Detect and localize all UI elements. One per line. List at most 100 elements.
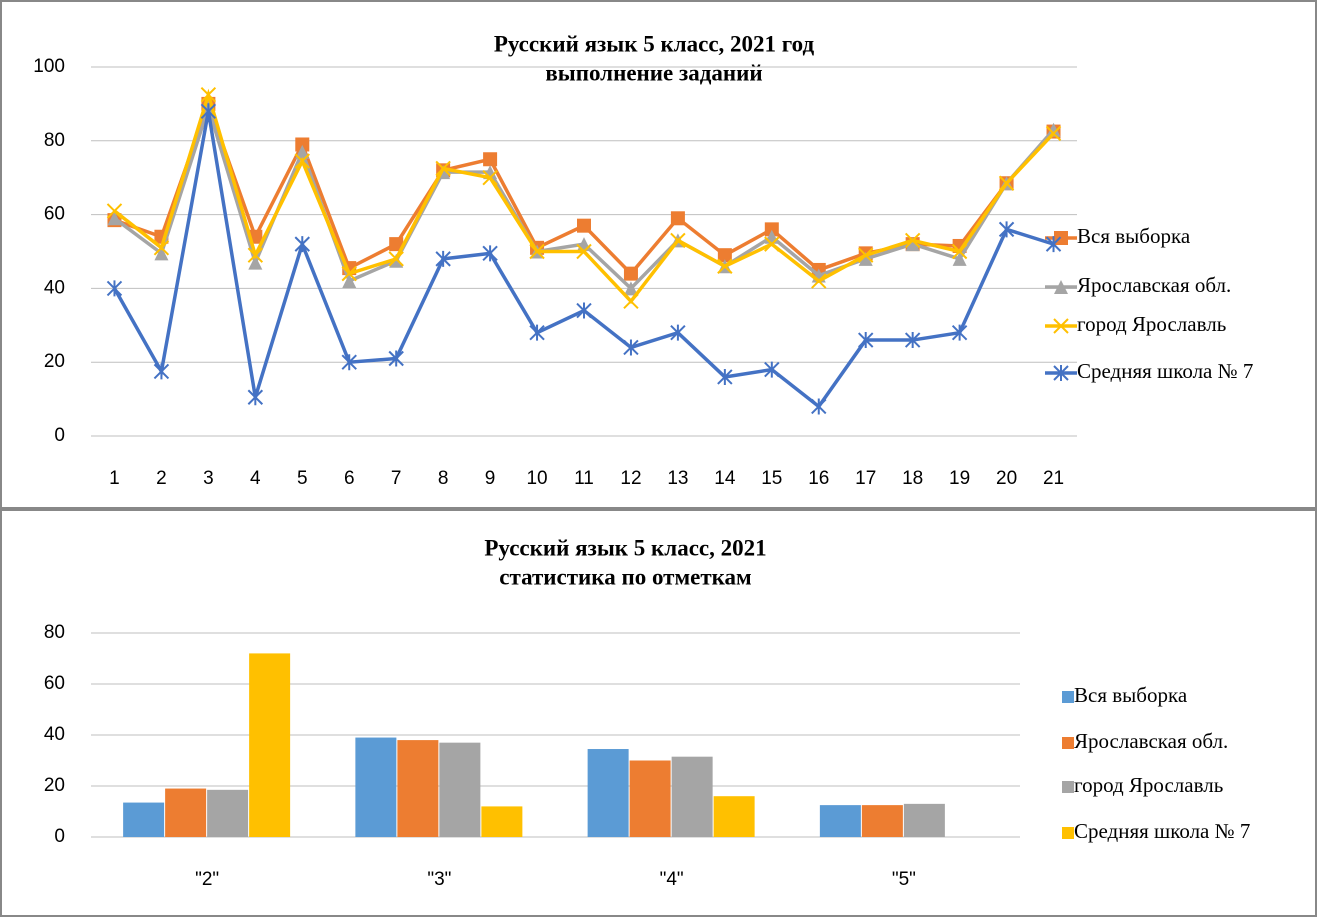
x-tick-label: 20 (996, 468, 1017, 489)
bar (355, 737, 397, 837)
marker (295, 137, 310, 152)
marker (576, 243, 592, 260)
legend-label: Ярославская обл. (1077, 273, 1231, 297)
marker (623, 339, 639, 356)
y-tick-label: 80 (44, 130, 65, 151)
x-tick-label: 2 (156, 468, 167, 489)
y-tick-label: 0 (54, 826, 65, 847)
x-tick-label: "4" (660, 869, 684, 890)
bar (903, 803, 945, 837)
legend-swatch (1062, 827, 1074, 839)
y-tick-label: 80 (44, 622, 65, 643)
chart-subtitle: статистика по отметкам (499, 564, 751, 589)
marker (342, 274, 357, 289)
marker (577, 218, 591, 233)
bar (249, 653, 291, 837)
marker (951, 243, 968, 260)
legend-label: Средняя школа № 7 (1074, 819, 1250, 843)
x-tick-label: 9 (485, 468, 496, 489)
marker (1045, 236, 1062, 253)
y-tick-label: 40 (44, 277, 65, 298)
legend-label: Вся выборка (1077, 224, 1191, 248)
x-tick-label: 12 (620, 468, 641, 489)
chart-subtitle: выполнение заданий (545, 60, 762, 85)
marker (670, 232, 686, 249)
y-tick-label: 0 (54, 425, 65, 446)
marker (998, 175, 1015, 191)
x-tick-label: 3 (203, 468, 214, 489)
marker (153, 363, 170, 380)
marker (905, 237, 920, 252)
bar (587, 749, 629, 837)
marker (670, 324, 686, 341)
bar (439, 742, 481, 837)
bar (165, 788, 207, 837)
y-tick-label: 20 (44, 351, 65, 372)
marker (341, 265, 357, 282)
legend-label: Вся выборка (1074, 683, 1188, 707)
marker (998, 221, 1015, 238)
marker (341, 354, 357, 371)
x-tick-label: 21 (1043, 468, 1064, 489)
marker (717, 368, 733, 385)
legend-label: Средняя школа № 7 (1077, 359, 1253, 383)
marker (483, 152, 498, 167)
x-tick-label: 7 (391, 468, 402, 489)
legend-swatch (1062, 737, 1074, 749)
y-tick-label: 20 (44, 775, 65, 796)
marker (388, 251, 404, 267)
marker (858, 247, 874, 263)
marker (717, 248, 732, 263)
marker (107, 211, 122, 226)
x-tick-label: 14 (714, 468, 736, 489)
marker (1046, 122, 1061, 137)
marker (904, 232, 921, 249)
legend-marker (1054, 280, 1068, 294)
marker (764, 361, 780, 378)
bar (207, 789, 249, 837)
x-tick-label: 18 (902, 468, 923, 489)
marker (623, 281, 638, 296)
marker (295, 144, 310, 159)
x-tick-label: 19 (949, 468, 970, 489)
marker (388, 350, 404, 367)
x-tick-label: 10 (526, 468, 547, 489)
marker (858, 251, 873, 266)
legend-marker (1053, 365, 1069, 381)
bar (819, 805, 861, 837)
marker (106, 203, 123, 219)
legend-swatch (1062, 781, 1074, 793)
chart-frame (0, 509, 1317, 917)
marker (764, 222, 779, 237)
marker (389, 237, 404, 252)
line (113, 88, 1055, 305)
marker (482, 169, 498, 186)
y-tick-label: 100 (33, 56, 65, 77)
marker (200, 103, 217, 120)
marker (904, 332, 921, 349)
y-tick-label: 60 (44, 673, 65, 694)
bar (629, 760, 671, 837)
bar (713, 796, 755, 837)
marker (294, 153, 310, 169)
chart-title: Русский язык 5 класс, 2021 год (494, 31, 815, 56)
x-tick-label: "5" (892, 869, 916, 890)
marker (435, 160, 451, 177)
marker (811, 398, 827, 415)
marker (623, 293, 639, 310)
bar (481, 806, 523, 837)
x-tick-label: 15 (761, 468, 782, 489)
bar (397, 740, 439, 837)
marker (811, 273, 827, 289)
marker (248, 255, 263, 270)
marker (153, 240, 170, 256)
legend-label: Ярославская обл. (1074, 729, 1228, 753)
marker (764, 236, 780, 252)
marker (623, 266, 638, 281)
legend-swatch (1062, 691, 1074, 703)
x-tick-label: "2" (195, 869, 219, 890)
marker (389, 253, 404, 268)
x-tick-label: 17 (855, 468, 876, 489)
x-tick-label: "3" (427, 869, 451, 890)
legend-label: город Ярославль (1077, 312, 1226, 336)
